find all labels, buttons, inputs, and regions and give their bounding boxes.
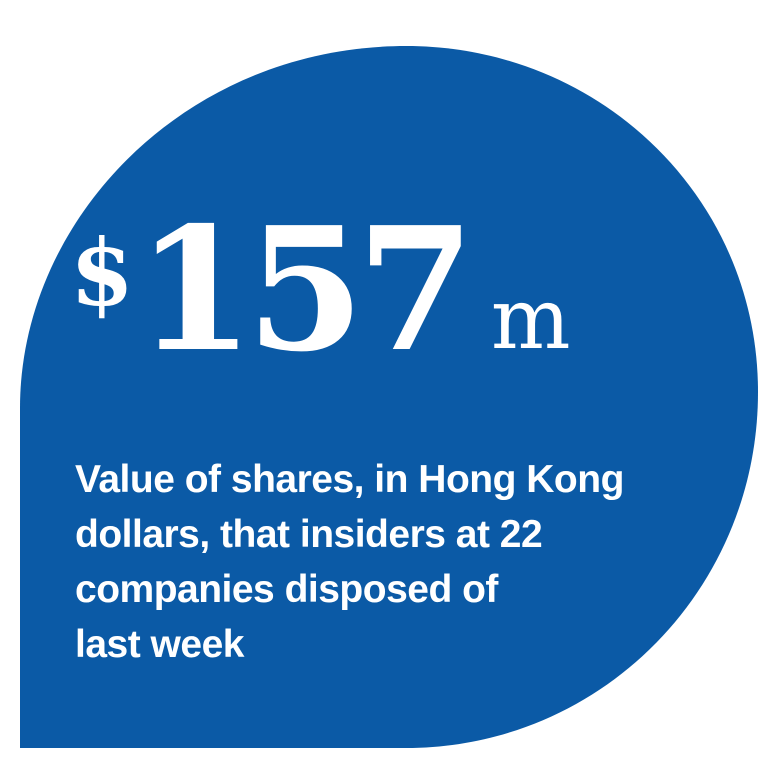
headline-value: $ 157 m <box>70 205 571 395</box>
headline-number: 157 <box>136 190 475 390</box>
caption-text: Value of shares, in Hong Kong dollars, t… <box>75 452 715 672</box>
caption-line: Value of shares, in Hong Kong <box>75 458 624 501</box>
caption-line: last week <box>75 623 244 666</box>
currency-symbol: $ <box>70 219 135 327</box>
headline-unit: m <box>490 270 571 368</box>
caption-line: dollars, that insiders at 22 <box>75 513 543 556</box>
caption-line: companies disposed of <box>75 568 498 611</box>
